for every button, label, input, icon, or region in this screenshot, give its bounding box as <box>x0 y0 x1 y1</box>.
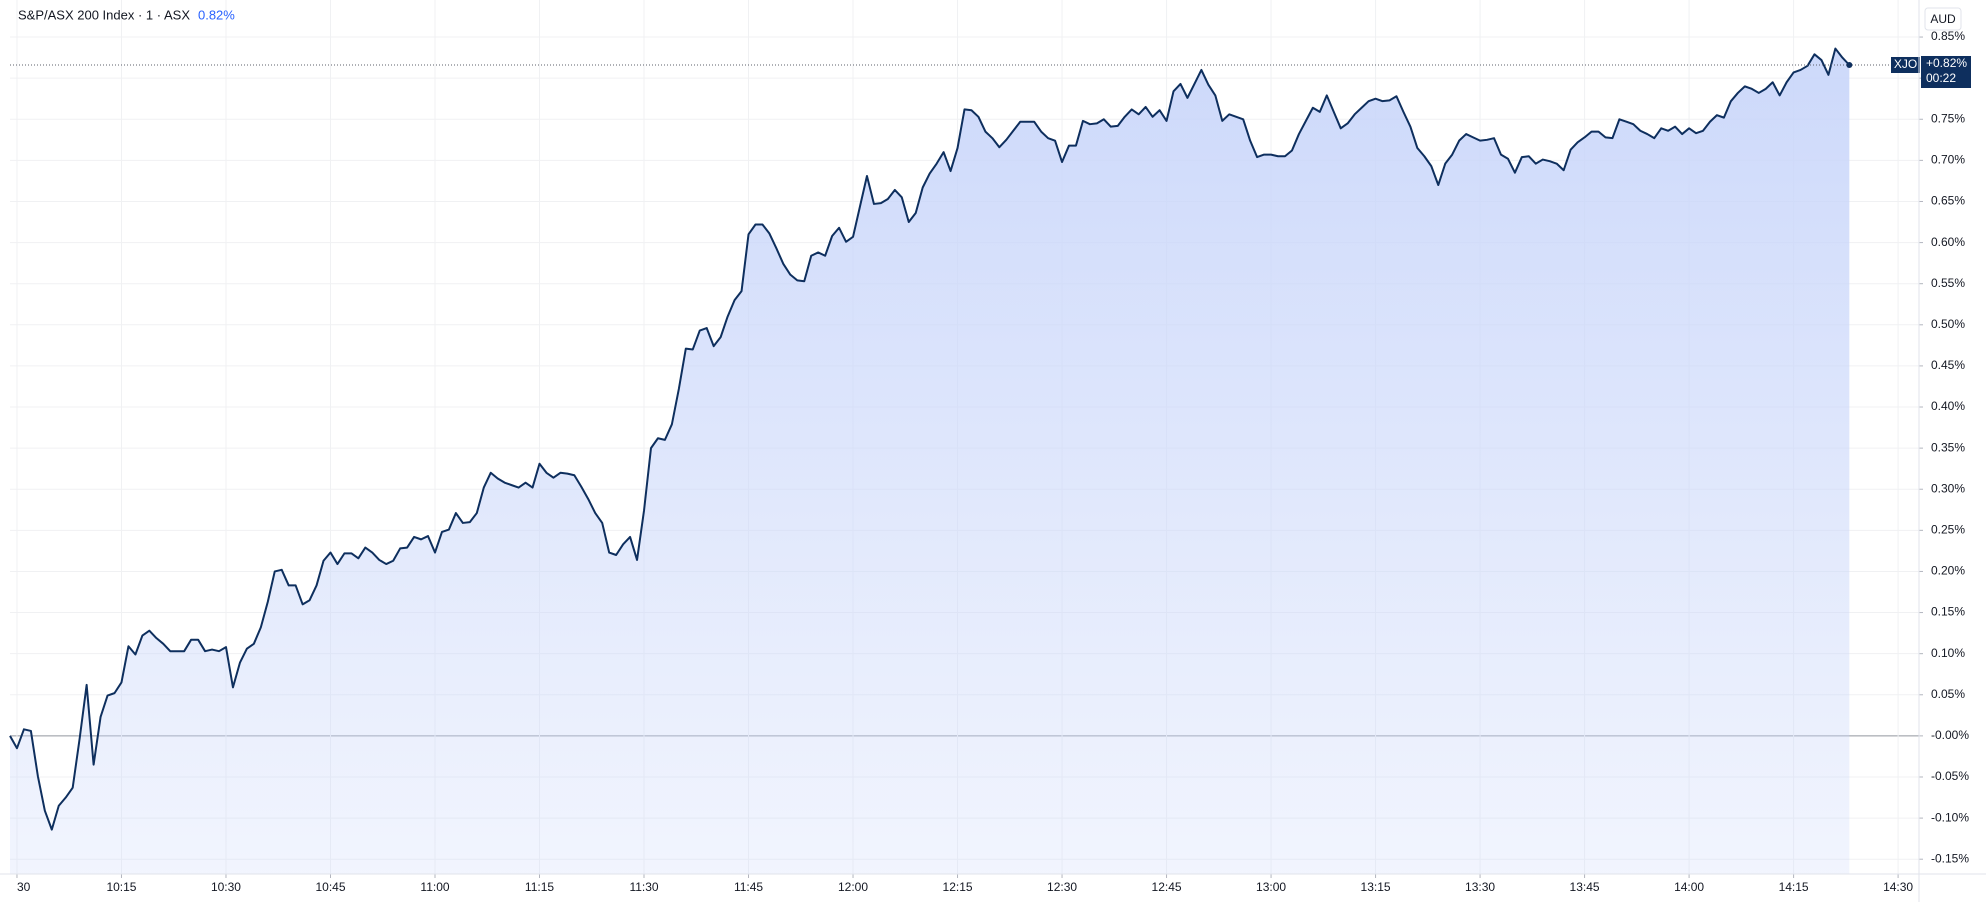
x-tick-label: 12:15 <box>943 880 973 894</box>
y-tick-label: 0.40% <box>1931 399 1965 413</box>
y-tick-label: 0.60% <box>1931 235 1965 249</box>
symbol-box <box>1891 56 1920 73</box>
price-box <box>1921 55 1971 88</box>
x-tick-label: 13:15 <box>1361 880 1391 894</box>
y-tick-label: 0.20% <box>1931 564 1965 578</box>
y-tick-label: -0.10% <box>1931 810 1969 824</box>
price-label: +0.82% <box>1926 56 1967 70</box>
change-label: 0.82% <box>198 7 235 22</box>
currency-box[interactable] <box>1924 7 1962 31</box>
x-tick-label: 12:45 <box>1152 880 1182 894</box>
y-tick-label: 0.30% <box>1931 481 1965 495</box>
x-tick-label: 11:30 <box>629 880 658 894</box>
y-tick-label: 0.15% <box>1931 605 1965 619</box>
x-tick-label: 13:30 <box>1465 880 1495 894</box>
x-tick-label: 12:30 <box>1047 880 1077 894</box>
y-tick-label: 0.85% <box>1931 29 1965 43</box>
y-tick-label: 0.05% <box>1931 687 1965 701</box>
y-tick-label: 0.25% <box>1931 523 1965 537</box>
symbol-label: XJO <box>1894 57 1917 71</box>
x-tick-label: 14:30 <box>1883 880 1913 894</box>
x-tick-label: 13:00 <box>1256 880 1286 894</box>
y-tick-label: 0.55% <box>1931 276 1965 290</box>
y-tick-label: 0.70% <box>1931 153 1965 167</box>
plot-layer <box>9 47 1919 875</box>
x-tick-label: 14:00 <box>1674 880 1704 894</box>
y-tick-label: 0.45% <box>1931 358 1965 372</box>
y-tick-label: 0.35% <box>1931 440 1965 454</box>
y-tick-label: 0.10% <box>1931 646 1965 660</box>
price-line <box>9 47 1851 831</box>
x-tick-label: 11:00 <box>420 880 449 894</box>
countdown-label: 00:22 <box>1926 71 1956 85</box>
last-point <box>1846 61 1853 68</box>
y-tick-label: -0.00% <box>1931 728 1969 742</box>
x-tick-label: 12:00 <box>838 880 868 894</box>
x-tick-label: 30 <box>17 880 31 894</box>
x-tick-label: 11:45 <box>734 880 763 894</box>
x-tick-label: 14:15 <box>1779 880 1809 894</box>
y-tick-label: -0.15% <box>1931 851 1969 865</box>
chart-title: S&P/ASX 200 Index · 1 · ASX <box>18 7 190 22</box>
y-tick-label: 0.50% <box>1931 317 1965 331</box>
y-tick-label: 0.65% <box>1931 194 1965 208</box>
axis-layer: -0.15% -0.10% -0.05% -0.00% 0.05% 0.10% 0.15% 0… <box>16 29 1971 894</box>
y-tick-label: -0.05% <box>1931 769 1969 783</box>
x-tick-label: 11:15 <box>525 880 554 894</box>
currency-label[interactable]: AUD <box>1930 12 1956 26</box>
x-tick-label: 13:45 <box>1570 880 1600 894</box>
area-fill <box>10 48 1850 875</box>
x-tick-label: 10:45 <box>315 880 345 894</box>
x-tick-label: 10:15 <box>106 880 136 894</box>
x-tick-label: 10:30 <box>211 880 241 894</box>
y-tick-label: 0.75% <box>1931 111 1965 125</box>
